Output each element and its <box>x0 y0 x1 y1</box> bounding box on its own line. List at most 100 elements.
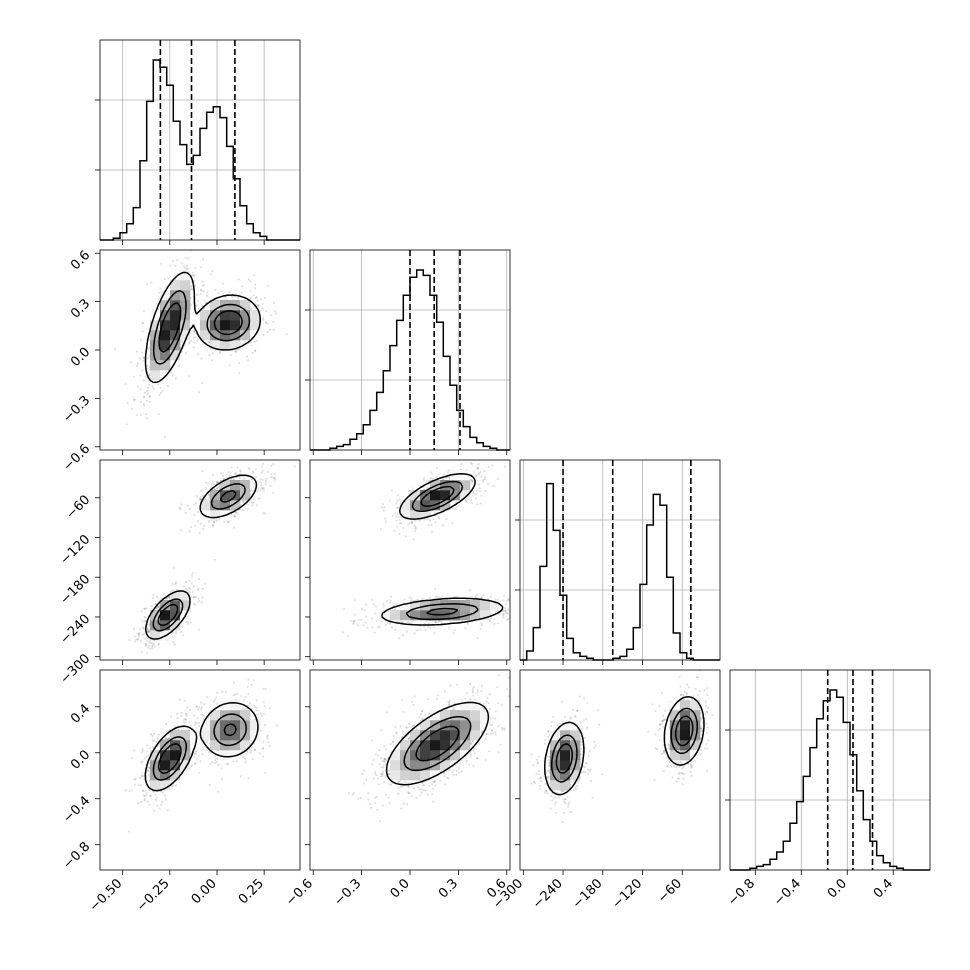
scatter-point <box>215 691 218 694</box>
scatter-point <box>163 593 166 596</box>
scatter-point <box>346 635 350 638</box>
scatter-point <box>193 756 196 759</box>
scatter-point <box>244 761 247 764</box>
density-cell <box>210 300 221 311</box>
scatter-point <box>454 595 457 599</box>
scatter-point <box>195 304 198 307</box>
scatter-point <box>476 689 479 692</box>
scatter-point <box>398 498 401 501</box>
scatter-point <box>199 760 202 763</box>
scatter-point <box>222 477 225 481</box>
scatter-point <box>249 289 252 292</box>
scatter-point <box>398 637 401 640</box>
scatter-point <box>200 357 203 360</box>
scatter-point <box>365 778 368 781</box>
scatter-point <box>410 725 414 728</box>
scatter-point <box>256 299 259 302</box>
scatter-point <box>181 262 184 265</box>
density-cell <box>180 280 191 291</box>
density-cell <box>180 740 191 751</box>
scatter-point <box>145 607 148 610</box>
scatter-point <box>222 477 225 481</box>
scatter-point <box>411 487 414 490</box>
scatter-point <box>157 733 160 736</box>
scatter-point <box>139 784 142 787</box>
scatter-point <box>246 359 249 362</box>
scatter-point <box>415 728 418 731</box>
scatter-point <box>494 717 497 720</box>
density-cell <box>180 300 191 311</box>
scatter-point <box>194 603 197 607</box>
scatter-point <box>142 402 145 405</box>
scatter-point <box>137 783 140 786</box>
density-cell <box>450 600 461 611</box>
scatter-point <box>147 629 151 632</box>
scatter-point <box>146 386 149 389</box>
scatter-point <box>213 698 216 701</box>
scatter-point <box>145 792 148 795</box>
density-cell <box>250 720 261 731</box>
density-cell <box>210 740 221 751</box>
density-cell <box>170 620 181 631</box>
scatter-point <box>151 597 154 600</box>
scatter-point <box>137 638 140 641</box>
scatter-point <box>194 231 196 233</box>
scatter-point <box>493 618 496 621</box>
scatter-point <box>395 515 398 518</box>
scatter-point <box>142 790 145 793</box>
density-cell <box>160 330 171 341</box>
scatter-point <box>233 472 236 476</box>
scatter-point <box>114 347 117 350</box>
contour-line <box>144 271 262 384</box>
scatter-point <box>157 642 160 645</box>
scatter-point <box>255 706 258 710</box>
scatter-point <box>217 480 220 484</box>
scatter-point <box>360 618 363 621</box>
scatter-point <box>218 350 221 353</box>
scatter-point <box>199 497 202 501</box>
density-cell <box>180 330 191 341</box>
scatter-point <box>141 760 144 763</box>
scatter-point <box>200 706 203 709</box>
scatter-point <box>239 472 242 475</box>
scatter-point <box>249 751 252 754</box>
scatter-point <box>202 527 205 530</box>
scatter-point <box>148 641 151 645</box>
scatter-point <box>384 520 387 523</box>
scatter-point <box>244 695 247 698</box>
scatter-point <box>476 593 479 596</box>
scatter-point <box>365 615 368 618</box>
scatter-point <box>209 751 212 754</box>
density-cell <box>460 470 471 481</box>
scatter-point <box>133 375 136 378</box>
scatter-point <box>144 644 147 648</box>
scatter-point <box>421 709 424 713</box>
density-cell <box>420 610 431 621</box>
density-cell <box>210 310 221 321</box>
scatter-point <box>173 566 176 570</box>
scatter-point <box>144 620 147 623</box>
scatter-point <box>452 769 455 772</box>
scatter-point <box>270 464 273 467</box>
scatter-point <box>182 634 185 637</box>
scatter-point <box>168 736 171 740</box>
scatter-point <box>157 291 160 294</box>
scatter-point <box>142 379 145 382</box>
scatter-point <box>251 470 254 473</box>
scatter-point <box>525 604 527 606</box>
scatter-point <box>196 588 199 591</box>
scatter-point <box>516 608 518 610</box>
density-cell <box>170 770 181 781</box>
scatter-point <box>207 493 211 496</box>
scatter-point <box>212 523 215 527</box>
contour-line <box>381 473 504 626</box>
scatter-point <box>513 704 515 706</box>
scatter-point <box>204 481 207 484</box>
scatter-point <box>390 595 393 598</box>
scatter-point <box>342 607 345 611</box>
density-cell <box>230 730 241 741</box>
scatter-point <box>145 744 149 747</box>
scatter-point <box>504 606 507 610</box>
density-cell <box>170 350 181 361</box>
scatter-point <box>190 525 193 529</box>
